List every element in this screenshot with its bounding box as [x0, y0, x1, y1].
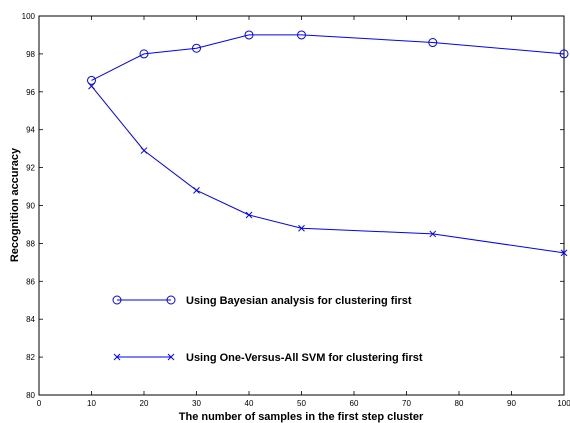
x-tick-label: 30 — [192, 399, 201, 408]
y-tick-label: 96 — [26, 88, 35, 97]
data-point-x — [298, 224, 305, 232]
data-point-x — [167, 353, 175, 361]
x-axis-label: The number of samples in the first step … — [179, 411, 424, 423]
data-point-circle — [87, 75, 96, 85]
data-point-x — [193, 186, 200, 194]
y-tick-label: 82 — [26, 353, 35, 362]
data-point-circle — [192, 43, 201, 53]
legend-label: Using One-Versus-All SVM for clustering … — [186, 352, 423, 364]
x-tick-label: 10 — [87, 399, 96, 408]
data-point-circle — [297, 30, 306, 40]
data-point-circle — [139, 49, 149, 59]
y-tick-label: 88 — [26, 239, 35, 248]
x-tick-label: 90 — [507, 399, 516, 408]
plot-area — [38, 15, 565, 396]
series-1 — [87, 30, 569, 85]
legend-item: Using Bayesian analysis for clustering f… — [112, 295, 412, 307]
y-tick-label: 94 — [26, 126, 35, 135]
data-point-x — [113, 353, 121, 361]
data-point-circle — [112, 295, 122, 305]
y-tick-label: 92 — [26, 164, 35, 173]
y-axis-label: Recognition accuracy — [9, 147, 21, 262]
series-layer — [87, 30, 569, 257]
data-point-circle — [166, 295, 176, 305]
data-point-x — [140, 147, 148, 154]
y-tick-label: 98 — [26, 50, 35, 59]
y-tick-label: 84 — [26, 315, 35, 324]
x-tick-label: 20 — [140, 399, 149, 408]
data-point-circle — [559, 49, 569, 59]
series-line — [91, 34, 565, 81]
x-tick-label: 70 — [402, 399, 411, 408]
y-tick-label: 80 — [26, 391, 35, 400]
data-point-x — [88, 82, 95, 90]
data-point-x — [245, 211, 253, 219]
x-tick-label: 40 — [245, 399, 254, 408]
data-point-x — [429, 230, 437, 238]
x-tick-label: 60 — [350, 399, 359, 408]
y-tick-label: 90 — [26, 202, 35, 211]
legend-item: Using One-Versus-All SVM for clustering … — [113, 352, 423, 364]
x-tick-label: 100 — [557, 399, 570, 408]
y-tick-label: 100 — [22, 12, 36, 21]
x-tick-label: 0 — [37, 399, 42, 408]
data-point-circle — [428, 38, 438, 48]
y-tick-label: 86 — [26, 277, 35, 286]
x-tick-label: 50 — [297, 399, 306, 408]
series-2 — [88, 82, 568, 257]
legend-label: Using Bayesian analysis for clustering f… — [186, 295, 412, 307]
axis-ticks: 0 10 20 30 40 50 60 70 80 90 100 80 82 84 86 88 90 92 94 96… — [22, 12, 570, 408]
legend: Using Bayesian analysis for clustering f… — [112, 295, 423, 364]
x-tick-label: 80 — [455, 399, 464, 408]
data-point-circle — [244, 30, 254, 40]
data-point-x — [560, 249, 568, 257]
